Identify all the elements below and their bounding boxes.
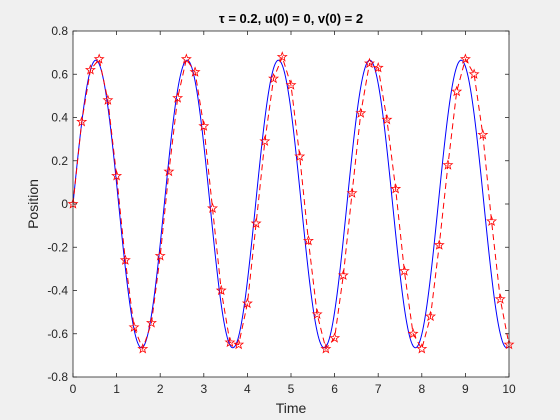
series-star-marker	[259, 135, 271, 146]
series-star-marker	[137, 343, 149, 354]
x-tick-label: 7	[375, 382, 382, 396]
series-star-marker	[163, 165, 175, 177]
series-star-marker	[294, 150, 306, 162]
chart-title: τ = 0.2, u(0) = 0, v(0) = 2	[219, 11, 363, 26]
y-tick-label: -0.6	[47, 327, 68, 341]
series-star-marker	[390, 183, 402, 194]
series-star-marker	[425, 310, 436, 322]
series-star-marker	[364, 57, 375, 69]
x-tick-label: 10	[502, 382, 516, 396]
y-tick-label: 0.2	[51, 154, 68, 168]
x-tick-label: 9	[462, 382, 469, 396]
series-star-marker	[494, 293, 506, 304]
series-star-marker	[320, 343, 332, 354]
series-star-marker	[119, 254, 131, 265]
series-star-marker	[224, 336, 236, 348]
series-star-marker	[486, 215, 498, 226]
series-star-marker	[102, 94, 114, 105]
series-star-marker	[111, 170, 123, 181]
series-star-marker	[189, 66, 201, 77]
series-star-marker	[372, 61, 384, 73]
series-dashed-line	[72, 55, 510, 351]
series-star-marker	[76, 116, 88, 127]
series-star-marker	[172, 92, 184, 103]
series-star-marker	[416, 343, 428, 354]
series-star-marker	[285, 79, 297, 90]
series-star-marker	[346, 187, 358, 198]
y-tick-label: -0.8	[47, 370, 68, 384]
series-solid-line	[72, 59, 510, 349]
series-star-marker	[398, 265, 410, 276]
x-axis-label: Time	[276, 400, 307, 416]
y-tick-label: 0.8	[51, 24, 68, 38]
series-star-marker	[302, 234, 314, 246]
x-tick-label: 1	[113, 382, 120, 396]
plot-area	[73, 31, 509, 377]
x-tick-label: 3	[200, 382, 207, 396]
series-star-marker	[180, 53, 192, 64]
y-tick-label: -0.2	[47, 240, 68, 254]
series-star-marker	[451, 85, 463, 97]
series-star-marker	[477, 129, 489, 140]
series-star-marker	[233, 338, 245, 350]
series-star-marker	[355, 107, 367, 118]
y-tick-label: 0.6	[51, 67, 68, 81]
x-tick-label: 4	[244, 382, 251, 396]
series-star-marker	[276, 51, 288, 62]
series-star-marker	[207, 202, 218, 213]
x-tick-label: 8	[418, 382, 425, 396]
series-star-marker	[146, 317, 157, 328]
series-star-marker	[250, 217, 262, 229]
y-tick-label: 0.4	[51, 111, 68, 125]
series-star-marker	[198, 120, 210, 131]
series-star-marker	[407, 327, 419, 339]
series-star-marker	[84, 64, 96, 75]
series-star-marker	[215, 284, 227, 296]
series-star-marker	[154, 250, 166, 261]
x-tick-label: 2	[157, 382, 164, 396]
series-star-marker	[241, 297, 253, 309]
x-tick-label: 5	[288, 382, 295, 396]
series-star-marker	[459, 53, 471, 64]
series-star-marker	[311, 308, 323, 319]
series-star-marker	[433, 239, 445, 250]
x-tick-label: 0	[70, 382, 77, 396]
y-tick-label: 0	[61, 197, 68, 211]
axes: 0 1 2 3 4 5 6 7 8 9 10 -0.8 -0.6 -0.4 -0.2 0 0.2 0.4 0.6 0.…	[47, 24, 516, 396]
series-star-marker	[268, 72, 280, 84]
series-star-marker	[381, 113, 393, 125]
series-star-marker	[128, 321, 140, 332]
series-star-marker	[337, 269, 349, 281]
x-tick-label: 6	[331, 382, 338, 396]
series-star-marker	[329, 332, 341, 343]
series-star-marker	[93, 53, 105, 64]
series-star-marker	[468, 68, 480, 79]
series-star-marker	[442, 159, 454, 170]
y-tick-label: -0.4	[47, 284, 68, 298]
y-axis-label: Position	[25, 179, 41, 229]
